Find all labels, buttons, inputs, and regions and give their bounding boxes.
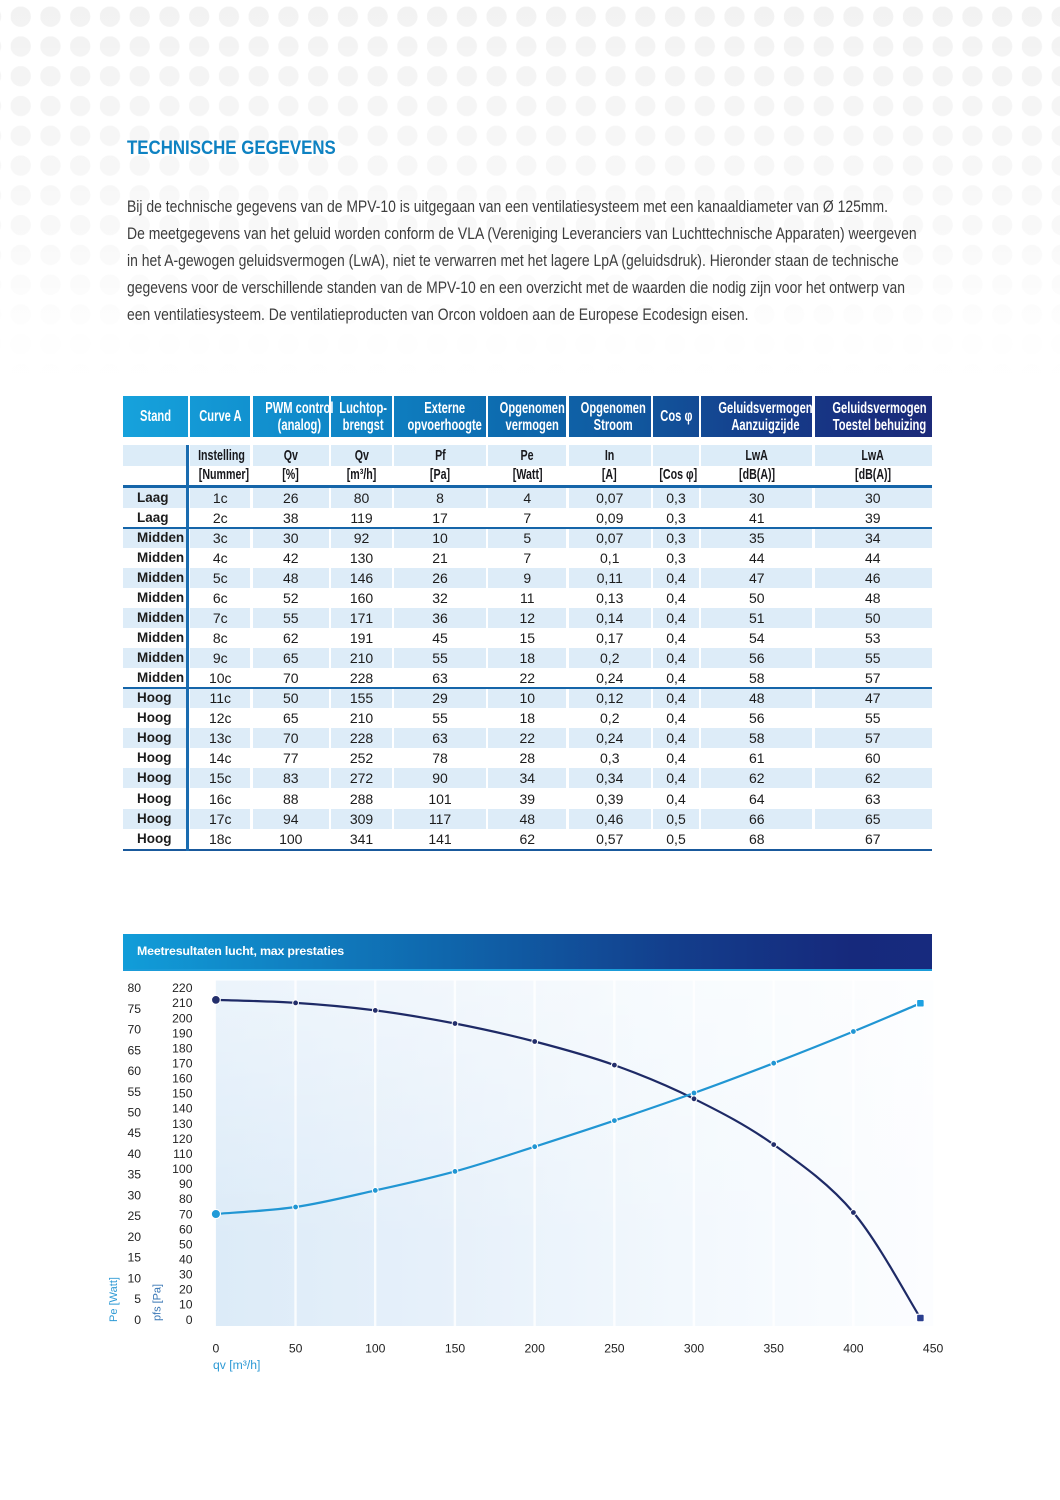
svg-text:120: 120 (172, 1132, 193, 1146)
svg-text:190: 190 (172, 1026, 193, 1040)
svg-text:55: 55 (127, 1085, 141, 1099)
svg-text:15: 15 (127, 1251, 141, 1265)
svg-text:60: 60 (127, 1064, 141, 1078)
svg-text:25: 25 (127, 1209, 141, 1223)
svg-text:0: 0 (186, 1313, 193, 1327)
svg-text:50: 50 (289, 1341, 303, 1355)
svg-text:Pe [Watt]: Pe [Watt] (108, 1277, 120, 1322)
svg-text:180: 180 (172, 1041, 193, 1055)
svg-text:10: 10 (127, 1271, 141, 1285)
svg-text:170: 170 (172, 1057, 193, 1071)
svg-text:5: 5 (134, 1292, 141, 1306)
svg-text:35: 35 (127, 1168, 141, 1182)
svg-text:150: 150 (172, 1087, 193, 1101)
svg-text:30: 30 (127, 1188, 141, 1202)
svg-text:qv [m³/h]: qv [m³/h] (213, 1358, 260, 1372)
svg-text:100: 100 (172, 1162, 193, 1176)
svg-text:75: 75 (127, 1002, 141, 1016)
svg-text:50: 50 (127, 1106, 141, 1120)
svg-text:pfs [Pa]: pfs [Pa] (152, 1284, 164, 1321)
svg-text:45: 45 (127, 1126, 141, 1140)
svg-text:60: 60 (179, 1222, 193, 1236)
svg-text:40: 40 (179, 1253, 193, 1267)
svg-text:0: 0 (134, 1313, 141, 1327)
svg-text:450: 450 (923, 1341, 944, 1355)
svg-text:10: 10 (179, 1298, 193, 1312)
svg-text:70: 70 (179, 1207, 193, 1221)
svg-text:300: 300 (684, 1341, 705, 1355)
svg-text:65: 65 (127, 1043, 141, 1057)
svg-text:130: 130 (172, 1117, 193, 1131)
svg-text:70: 70 (127, 1023, 141, 1037)
svg-text:200: 200 (525, 1341, 546, 1355)
svg-text:50: 50 (179, 1237, 193, 1251)
svg-text:30: 30 (179, 1268, 193, 1282)
svg-text:40: 40 (127, 1147, 141, 1161)
svg-text:250: 250 (604, 1341, 625, 1355)
svg-text:110: 110 (173, 1147, 193, 1161)
svg-text:80: 80 (127, 981, 141, 995)
svg-text:150: 150 (445, 1341, 466, 1355)
svg-text:140: 140 (172, 1102, 193, 1116)
svg-text:200: 200 (172, 1011, 193, 1025)
svg-text:100: 100 (365, 1341, 386, 1355)
svg-text:20: 20 (179, 1283, 193, 1297)
svg-text:400: 400 (843, 1341, 864, 1355)
svg-text:160: 160 (172, 1072, 193, 1086)
svg-text:350: 350 (764, 1341, 785, 1355)
svg-text:220: 220 (172, 981, 193, 995)
svg-text:80: 80 (179, 1192, 193, 1206)
svg-text:20: 20 (127, 1230, 141, 1244)
svg-text:210: 210 (172, 996, 193, 1010)
svg-text:90: 90 (179, 1177, 193, 1191)
svg-text:0: 0 (213, 1341, 220, 1355)
